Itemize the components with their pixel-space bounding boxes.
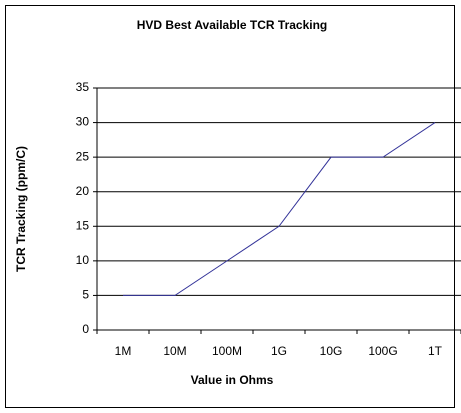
- y-tick-label: 0: [82, 322, 89, 336]
- y-tick-label: 35: [76, 80, 90, 94]
- y-tick-label: 30: [76, 115, 90, 129]
- x-tick-label: 10G: [320, 344, 343, 358]
- chart-border: [5, 5, 455, 408]
- x-axis-label: Value in Ohms: [191, 373, 274, 387]
- x-tick-label: 1M: [115, 344, 132, 358]
- y-tick-label: 5: [82, 288, 89, 302]
- y-tick-label: 20: [76, 184, 90, 198]
- x-tick-label: 1G: [271, 344, 287, 358]
- x-tick-label: 1T: [428, 344, 443, 358]
- y-tick-label: 25: [76, 149, 90, 163]
- x-tick-label: 100G: [368, 344, 397, 358]
- chart-title: HVD Best Available TCR Tracking: [137, 18, 328, 32]
- data-line: [123, 122, 436, 296]
- x-tick-label: 100M: [212, 344, 242, 358]
- y-tick-label: 10: [76, 253, 90, 267]
- y-tick-label: 15: [76, 218, 90, 232]
- x-tick-label: 10M: [163, 344, 186, 358]
- y-axis-label: TCR Tracking (ppm/C): [14, 146, 28, 272]
